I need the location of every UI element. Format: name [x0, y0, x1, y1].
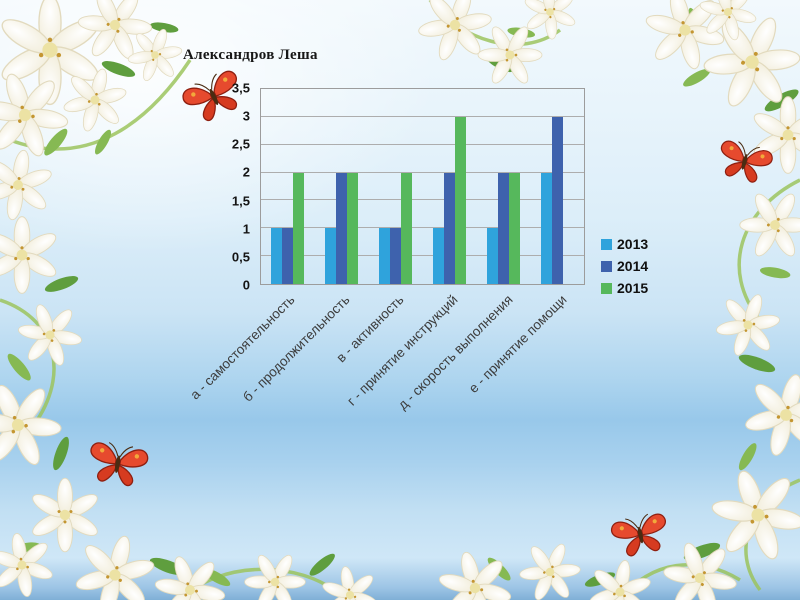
y-tick-label: 0,5: [231, 249, 250, 265]
x-axis-labels: а - самостоятельность б - продолжительнос…: [187, 288, 586, 463]
gridline: [261, 115, 584, 117]
legend-label: 2013: [617, 236, 649, 252]
bar-group: [422, 89, 476, 284]
bar-group: [315, 89, 369, 284]
y-tick-label: 0: [242, 277, 250, 293]
bar-2014: [443, 172, 455, 284]
bar-2014: [497, 172, 509, 284]
bar-2015: [347, 172, 359, 284]
bar-2015: [293, 172, 305, 284]
y-axis-labels: 0 0,5 1 1,5 2 2,5 3 3,5: [200, 81, 254, 293]
bar-2015: [508, 172, 520, 284]
legend-item: 2015: [601, 280, 648, 296]
y-tick-label: 2: [242, 164, 250, 180]
legend-item: 2013: [601, 236, 648, 252]
y-tick-label: 3,5: [231, 80, 250, 96]
bar-2013: [271, 228, 283, 284]
bar-2013: [379, 228, 391, 284]
bar-2014: [336, 172, 348, 284]
gridline: [261, 199, 584, 201]
bar-groups: [261, 89, 584, 284]
legend-label: 2014: [617, 258, 649, 274]
gridline: [261, 171, 584, 173]
bar-group: [369, 89, 423, 284]
y-tick-label: 2,5: [231, 136, 250, 152]
bar-2013: [540, 172, 552, 284]
bar-group: [476, 89, 530, 284]
legend-swatch: [601, 260, 612, 272]
bar-group: [530, 89, 584, 284]
bar-2014: [551, 116, 563, 284]
y-tick-label: 1: [242, 221, 250, 237]
gridline: [261, 143, 584, 145]
legend-item: 2014: [601, 258, 648, 274]
legend-label: 2015: [617, 280, 649, 296]
legend-swatch: [601, 282, 612, 294]
gridline: [261, 255, 584, 257]
bar-2013: [325, 228, 337, 284]
bar-2015: [401, 172, 413, 284]
chart-legend: 2013 2014 2015: [601, 236, 648, 296]
gridline: [261, 227, 584, 229]
slide-title: Александров Леша: [183, 47, 318, 63]
bar-2013: [432, 228, 444, 284]
legend-swatch: [601, 238, 612, 250]
bar-2014: [282, 228, 294, 284]
y-tick-label: 1,5: [231, 193, 250, 209]
bar-group: [261, 89, 315, 284]
y-tick-label: 3: [242, 108, 250, 124]
bar-2015: [454, 116, 466, 284]
bar-2014: [390, 228, 402, 284]
bar-2013: [486, 228, 498, 284]
plot-area: [260, 88, 585, 285]
